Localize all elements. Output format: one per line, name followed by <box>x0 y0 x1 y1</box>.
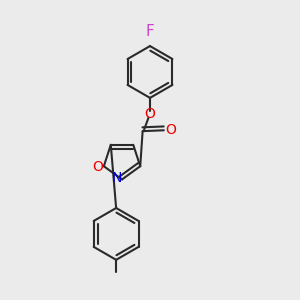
Text: O: O <box>165 123 176 137</box>
Text: N: N <box>112 171 122 185</box>
Text: F: F <box>146 24 154 39</box>
Text: O: O <box>145 107 155 121</box>
Text: O: O <box>92 160 103 174</box>
